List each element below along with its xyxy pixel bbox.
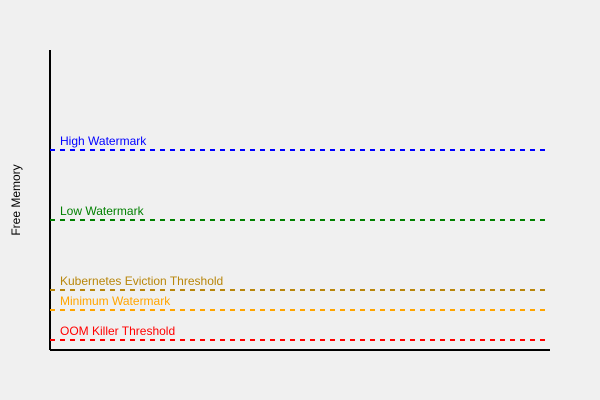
threshold-minimum-watermark: Minimum Watermark — [50, 294, 550, 311]
threshold-low-watermark: Low Watermark — [50, 204, 550, 221]
threshold-label: OOM Killer Threshold — [60, 324, 175, 338]
threshold-kubernetes-eviction: Kubernetes Eviction Threshold — [50, 274, 550, 291]
threshold-label: Kubernetes Eviction Threshold — [60, 274, 223, 288]
threshold-label: High Watermark — [60, 134, 147, 148]
threshold-high-watermark: High Watermark — [50, 134, 550, 151]
threshold-label: Minimum Watermark — [60, 294, 171, 308]
threshold-label: Low Watermark — [60, 204, 145, 218]
y-axis-label: Free Memory — [9, 164, 23, 235]
threshold-oom-killer: OOM Killer Threshold — [50, 324, 550, 341]
